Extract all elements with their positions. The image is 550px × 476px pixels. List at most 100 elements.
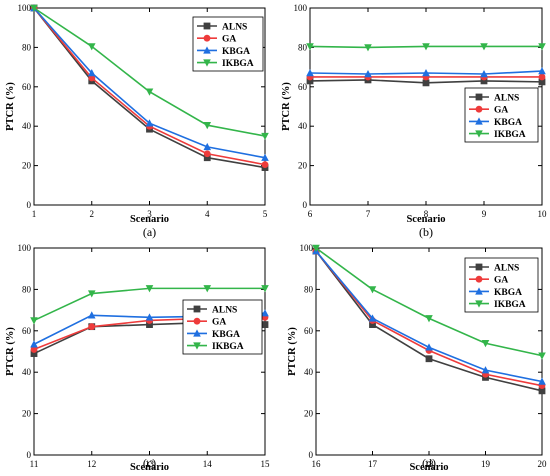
panel-1-legend-label-alns: ALNS xyxy=(222,23,247,33)
panel-4-x-tick-label: 20 xyxy=(538,459,548,469)
panel-3-y-tick-label: 80 xyxy=(22,284,32,294)
panel-1-y-axis-label: PTCR (%) xyxy=(5,82,16,131)
panel-3-legend-label-kbga: KBGA xyxy=(212,330,240,340)
panel-4-x-tick-label: 17 xyxy=(368,459,378,469)
panel-1-x-tick-label: 5 xyxy=(263,209,268,219)
panel-1-legend-marker-kbga xyxy=(203,46,211,54)
panel-1-point-kbga xyxy=(87,69,96,77)
panel-2-x-tick-label: 9 xyxy=(482,209,487,219)
panel-3-panel-label: (c) xyxy=(143,456,156,470)
panel-4-point-kbga xyxy=(538,377,546,385)
panel-3-legend-marker-alns xyxy=(193,305,201,313)
panel-3-point-ikbga xyxy=(30,317,38,325)
panel-3-point-kbga xyxy=(145,313,154,321)
panel-1-point-ikbga xyxy=(203,122,212,130)
panel-4-point-kbga xyxy=(368,314,377,322)
panel-1-x-tick-label: 3 xyxy=(147,209,152,219)
panel-3-x-tick-label: 11 xyxy=(30,459,39,469)
panel-2-point-ikbga xyxy=(422,43,430,51)
panel-1-x-tick-label: 4 xyxy=(205,209,210,219)
panel-3-point-kbga xyxy=(261,309,269,317)
panel-2-point-alns xyxy=(480,77,488,85)
panel-1-y-tick-label: 80 xyxy=(22,42,32,52)
panel-2-y-tick-label: 100 xyxy=(294,3,308,13)
panel-4-y-tick-label: 0 xyxy=(309,450,314,460)
panel-4-legend-marker-ikbga xyxy=(475,300,483,308)
panel-3-point-alns xyxy=(146,321,153,328)
panel-3-point-kbga xyxy=(87,311,96,319)
panel-4-y-tick-label: 80 xyxy=(304,284,314,294)
panel-3-point-ikbga xyxy=(87,290,96,298)
panel-1-point-kbga xyxy=(261,153,269,161)
panel-3-legend-marker-kbga xyxy=(193,329,201,337)
panel-2-y-tick-label: 20 xyxy=(298,161,308,171)
panel-4-x-axis-label: Scenario xyxy=(409,462,448,473)
panel-3-y-axis-label: PTCR (%) xyxy=(5,327,16,376)
panel-2-panel-label: (b) xyxy=(419,225,433,239)
panel-4-point-ikbga xyxy=(538,352,546,360)
panel-2-point-kbga xyxy=(538,67,546,75)
panel-3-x-tick-label: 14 xyxy=(203,459,213,469)
panel-4-point-ikbga xyxy=(425,315,433,323)
panel-3-x-tick-label: 15 xyxy=(261,459,271,469)
panel-4-point-ikbga xyxy=(481,340,490,348)
panel-4-y-tick-label: 40 xyxy=(304,367,314,377)
panel-4-legend-label-kbga: KBGA xyxy=(494,288,522,298)
panel-4-legend-label-ikbga: IKBGA xyxy=(494,300,526,310)
panel-2-legend-marker-kbga xyxy=(475,117,483,125)
panel-2-x-tick-label: 6 xyxy=(308,209,313,219)
panel-2-point-ga xyxy=(538,73,546,81)
panel-2-y-tick-label: 80 xyxy=(298,42,308,52)
panel-4-point-kbga xyxy=(425,343,433,351)
panel-1-y-tick-label: 20 xyxy=(22,161,32,171)
panel-1-legend-label-ikbga: IKBGA xyxy=(222,59,254,69)
panel-4-point-alns xyxy=(538,387,546,395)
panel-4-point-kbga xyxy=(481,366,490,374)
panel-3-x-tick-label: 12 xyxy=(87,459,96,469)
panel-1-legend-marker-alns xyxy=(203,22,211,30)
panel-2-point-kbga xyxy=(422,69,430,77)
panel-4-point-ikbga xyxy=(368,286,377,294)
panel-4-y-tick-label: 100 xyxy=(300,243,314,253)
panel-3-point-ikbga xyxy=(261,285,269,293)
panel-2-x-tick-label: 7 xyxy=(366,209,371,219)
panel-3-x-axis-label: Scenario xyxy=(130,462,169,473)
panel-4-panel-label: (d) xyxy=(422,456,436,470)
panel-1-x-tick-label: 2 xyxy=(90,209,95,219)
panel-1-panel-label: (a) xyxy=(143,225,156,239)
panel-3-point-ga xyxy=(88,323,96,331)
panel-2-legend-label-ga: GA xyxy=(494,106,508,116)
panel-1-y-tick-label: 100 xyxy=(18,3,32,13)
panel-2-y-axis-label: PTCR (%) xyxy=(281,82,292,131)
panel-4-x-tick-label: 18 xyxy=(425,459,435,469)
panel-3-point-alns xyxy=(30,350,38,357)
panel-3-y-tick-label: 40 xyxy=(22,367,32,377)
panel-2-point-ikbga xyxy=(364,44,372,52)
panel-1-point-alns xyxy=(203,154,211,162)
panel-4-legend-marker-kbga xyxy=(475,287,483,295)
panel-1-point-kbga xyxy=(145,119,154,127)
panel-4-legend-marker-alns xyxy=(475,263,483,271)
panel-2-y-tick-label: 60 xyxy=(298,82,308,92)
panel-2-legend-marker-ga xyxy=(475,105,483,113)
panel-1-y-tick-label: 40 xyxy=(22,121,32,131)
panel-3-point-ikbga xyxy=(203,285,212,293)
panel-2-legend-label-kbga: KBGA xyxy=(494,118,522,128)
panel-1-point-ikbga xyxy=(87,43,96,51)
panel-4-y-tick-label: 20 xyxy=(304,409,314,419)
panel-3-legend-marker-ga xyxy=(193,317,201,325)
panel-1-point-ikbga xyxy=(145,88,154,96)
panel-2-point-kbga xyxy=(306,69,314,77)
panel-2-legend-marker-ikbga xyxy=(475,130,483,138)
panel-2-legend-label-ikbga: IKBGA xyxy=(494,130,526,140)
panel-4-legend-marker-ga xyxy=(475,275,483,283)
panel-2-point-kbga xyxy=(480,69,488,78)
panel-4-y-axis-label: PTCR (%) xyxy=(287,327,298,376)
panel-3-point-alns xyxy=(261,321,269,328)
panel-1-point-ga xyxy=(261,161,269,169)
panel-4-y-tick-label: 60 xyxy=(304,326,314,336)
panel-1-point-kbga xyxy=(203,142,212,151)
panel-3-legend-label-ikbga: IKBGA xyxy=(212,342,244,352)
panel-3-legend-label-ga: GA xyxy=(212,318,226,328)
panel-1-point-ikbga xyxy=(30,4,38,12)
